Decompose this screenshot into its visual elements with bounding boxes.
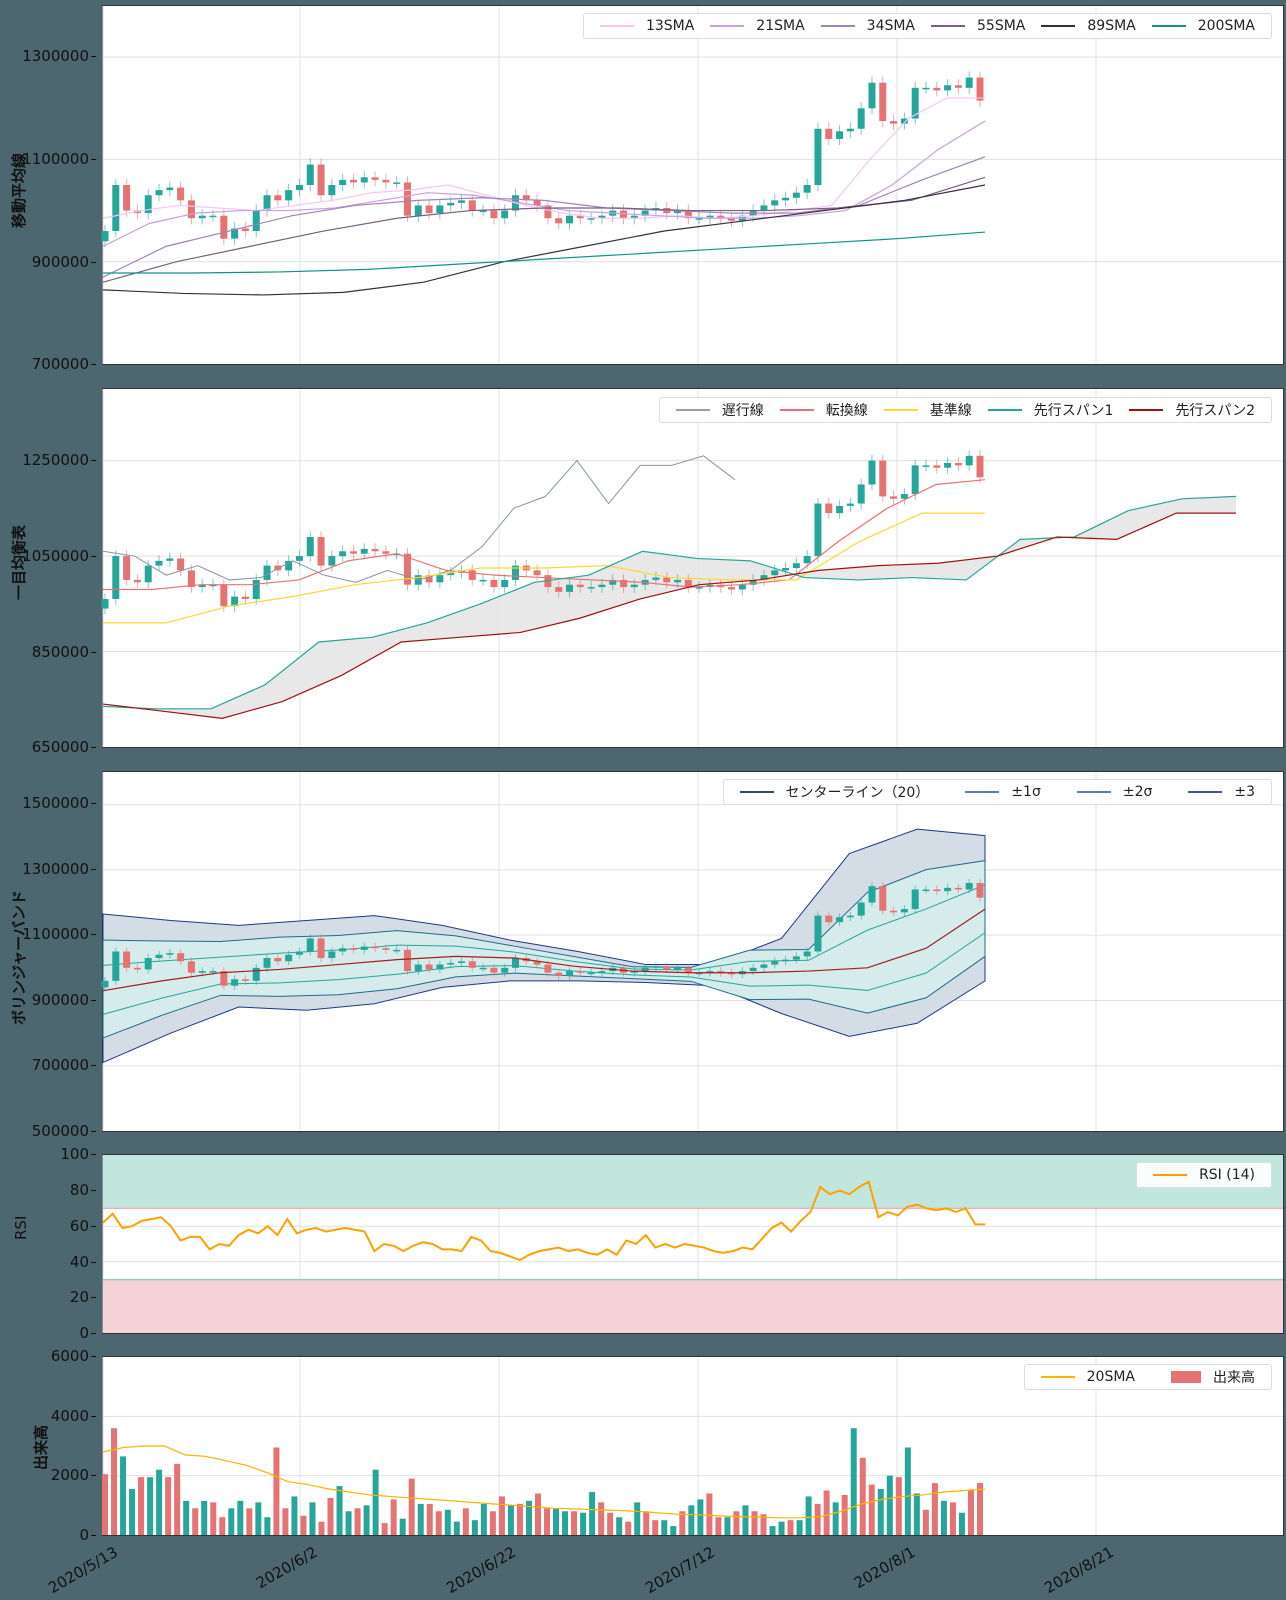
ytick: 0 (79, 1526, 96, 1544)
legend-item-senkou2: 先行スパン2 (1129, 400, 1255, 420)
line-swatch-icon (1040, 1376, 1075, 1378)
line-swatch-icon (1153, 1174, 1188, 1176)
legend-label: RSI (14) (1199, 1167, 1255, 1183)
legend-label: 20SMA (1086, 1369, 1135, 1385)
line-swatch-icon (1188, 791, 1223, 793)
line-swatch-icon (987, 409, 1022, 411)
ytick: 1100000 (22, 925, 96, 943)
legend-label: 21SMA (756, 18, 805, 34)
ytick: 2000 (51, 1466, 96, 1484)
rsi-legend: RSI (14) (1136, 1162, 1272, 1188)
ytick: 40 (70, 1253, 96, 1271)
legend-label: 基準線 (929, 403, 972, 419)
legend-label: センターライン（20） (785, 785, 930, 801)
bollinger-legend: センターライン（20） ±1σ ±2σ ±3 (722, 779, 1272, 805)
line-swatch-icon (1041, 25, 1076, 27)
line-swatch-icon (675, 409, 710, 411)
legend-label: 55SMA (977, 18, 1026, 34)
legend-label: 先行スパン2 (1175, 403, 1255, 419)
line-swatch-icon (965, 791, 1000, 793)
ytick: 650000 (32, 738, 96, 756)
ytick: 60 (70, 1217, 96, 1235)
line-swatch-icon (1076, 791, 1111, 793)
legend-label: 転換線 (825, 403, 868, 419)
bar-swatch-icon (1171, 1371, 1201, 1383)
sma-legend: 13SMA 21SMA 34SMA 55SMA 89SMA 200SMA (582, 13, 1272, 39)
legend-label: ±1σ (1011, 784, 1041, 800)
legend-item-kijun: 基準線 (883, 400, 972, 420)
volume-legend: 20SMA 出来高 (1023, 1364, 1272, 1390)
legend-item-senkou1: 先行スパン1 (987, 400, 1114, 420)
legend-item-3sigma: ±3 (1188, 784, 1255, 800)
ytick: 1250000 (22, 451, 96, 469)
legend-item-21sma: 21SMA (710, 18, 805, 34)
legend-item-2sigma: ±2σ (1076, 784, 1153, 800)
ytick: 500000 (32, 1122, 96, 1140)
line-swatch-icon (779, 409, 814, 411)
legend-item-1sigma: ±1σ (965, 784, 1041, 800)
ytick: 4000 (51, 1407, 96, 1425)
ytick: 20 (70, 1288, 96, 1306)
legend-item-chikou: 遅行線 (675, 400, 764, 420)
ytick: 700000 (32, 1056, 96, 1074)
ytick: 900000 (32, 253, 96, 271)
legend-item-200sma: 200SMA (1151, 18, 1255, 34)
legend-label: 200SMA (1197, 18, 1255, 34)
legend-item-volume: 出来高 (1171, 1367, 1255, 1387)
line-swatch-icon (599, 25, 634, 27)
line-swatch-icon (710, 25, 745, 27)
line-swatch-icon (931, 25, 966, 27)
ytick: 80 (70, 1181, 96, 1199)
ytick: 1050000 (22, 547, 96, 565)
ytick: 1300000 (22, 860, 96, 878)
legend-label: ±3 (1234, 784, 1255, 800)
line-swatch-icon (1151, 25, 1186, 27)
legend-label: 先行スパン1 (1033, 403, 1114, 419)
ytick: 900000 (32, 991, 96, 1009)
legend-label: 13SMA (645, 18, 695, 34)
legend-item-tenkan: 転換線 (779, 400, 868, 420)
line-swatch-icon (1129, 409, 1164, 411)
ytick: 0 (79, 1324, 96, 1342)
line-swatch-icon (739, 791, 774, 793)
ytick: 6000 (51, 1347, 96, 1365)
legend-item-rsi: RSI (14) (1153, 1167, 1255, 1183)
line-swatch-icon (883, 409, 918, 411)
legend-item-34sma: 34SMA (820, 18, 916, 34)
legend-label: 遅行線 (721, 403, 764, 419)
legend-label: 89SMA (1087, 18, 1136, 34)
ytick: 100 (60, 1145, 96, 1163)
legend-item-13sma: 13SMA (599, 18, 695, 34)
legend-label: 出来高 (1213, 1370, 1255, 1386)
ichimoku-legend: 遅行線 転換線 基準線 先行スパン1 先行スパン2 (658, 397, 1272, 423)
ytick: 1300000 (22, 47, 96, 65)
line-swatch-icon (820, 25, 855, 27)
ytick: 1100000 (22, 150, 96, 168)
legend-item-center: センターライン（20） (739, 782, 930, 802)
legend-item-vol-sma: 20SMA (1040, 1369, 1135, 1385)
ytick: 1500000 (22, 794, 96, 812)
legend-label: 34SMA (866, 18, 916, 34)
legend-item-89sma: 89SMA (1041, 18, 1136, 34)
ytick: 700000 (32, 355, 96, 373)
legend-label: ±2σ (1122, 784, 1153, 800)
legend-item-55sma: 55SMA (931, 18, 1025, 34)
ytick: 850000 (32, 643, 96, 661)
